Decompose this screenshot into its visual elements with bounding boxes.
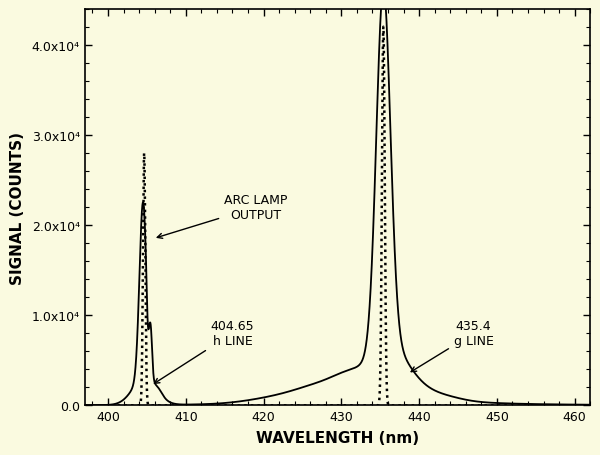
X-axis label: WAVELENGTH (nm): WAVELENGTH (nm) bbox=[256, 430, 419, 445]
Y-axis label: SIGNAL (COUNTS): SIGNAL (COUNTS) bbox=[10, 131, 25, 284]
Text: ARC LAMP
OUTPUT: ARC LAMP OUTPUT bbox=[157, 194, 287, 239]
Text: 404.65
h LINE: 404.65 h LINE bbox=[154, 319, 254, 384]
Text: 435.4
g LINE: 435.4 g LINE bbox=[411, 319, 494, 372]
